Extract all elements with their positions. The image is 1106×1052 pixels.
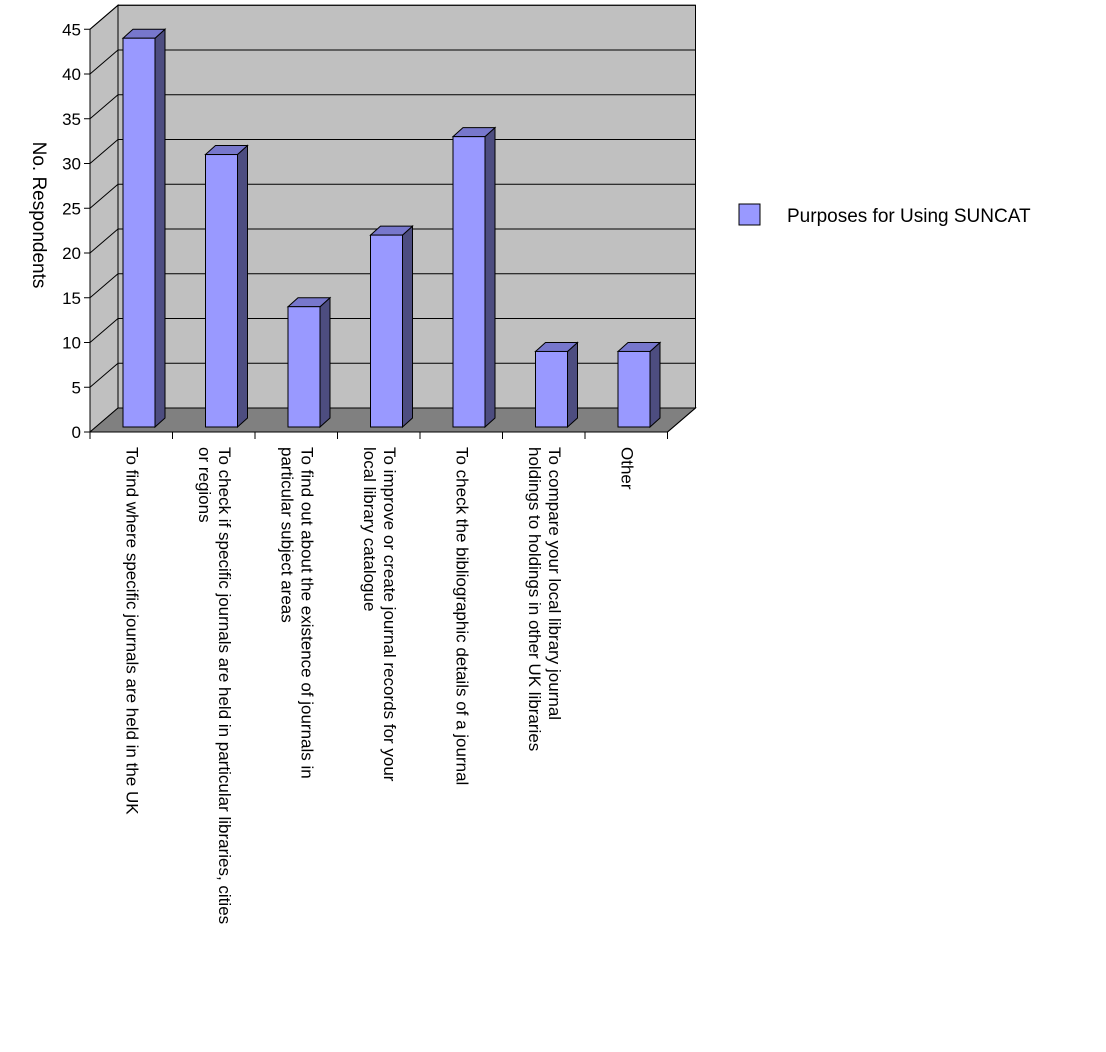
category-label: To improve or create journal records for… (380, 447, 399, 782)
y-tick-label: 30 (62, 155, 81, 174)
y-tick-label: 15 (62, 289, 81, 308)
bar-side (154, 28, 166, 429)
y-axis-label: No. Respondents (28, 142, 49, 289)
bar (616, 341, 662, 429)
y-tick-label: 5 (72, 378, 81, 397)
gridline (89, 318, 696, 343)
gridline (89, 4, 696, 30)
category-label: particular subject areas (277, 447, 296, 623)
bar-front (205, 154, 238, 428)
gridline (89, 49, 696, 75)
legend: Purposes for Using SUNCAT (738, 203, 1031, 227)
y-tick-label: 45 (62, 20, 81, 39)
category-label: Other (617, 447, 636, 490)
bars (121, 28, 662, 429)
bar-front (535, 350, 568, 428)
bar-side (319, 296, 331, 429)
y-tick-label: 25 (62, 199, 81, 218)
category-label: To check the bibliographic details of a … (452, 447, 471, 785)
bar (286, 296, 332, 429)
bar-side (484, 126, 496, 429)
category-label: local library catalogue (360, 447, 379, 611)
gridline (89, 362, 696, 388)
bar-front (287, 306, 321, 428)
gridline (89, 94, 696, 120)
category-label: To check if specific journals are held i… (215, 447, 234, 924)
bar-side (402, 224, 413, 429)
y-tick-label: 10 (62, 334, 81, 353)
category-label: or regions (195, 447, 214, 523)
bar-side (567, 341, 578, 429)
bar (204, 144, 249, 429)
y-axis: 0 5 10 15 20 25 30 35 40 45 (62, 20, 91, 442)
bar (534, 341, 579, 429)
bar (451, 126, 497, 429)
bar-front (122, 37, 156, 428)
y-tick-label: 20 (62, 244, 81, 263)
gridline (89, 139, 696, 164)
gridline (89, 183, 696, 209)
x-axis: To find where specific journals are held… (89, 407, 696, 924)
bar-side (237, 144, 248, 429)
bar (121, 28, 167, 429)
y-tick-label: 0 (72, 423, 81, 442)
y-tick-label: 40 (62, 65, 81, 84)
category-label: To compare your local library journal (545, 447, 564, 720)
legend-label: Purposes for Using SUNCAT (787, 206, 1031, 227)
gridlines (89, 4, 696, 388)
bar (369, 224, 414, 429)
bar-front (617, 350, 651, 428)
floor-edge (667, 407, 696, 433)
category-label: To find where specific journals are held… (122, 447, 141, 815)
category-label: holdings to holdings in other UK librari… (525, 447, 544, 751)
category-label: To find out about the existence of journ… (297, 447, 316, 779)
bar-front (370, 234, 403, 428)
bar-side (649, 341, 661, 429)
gridline (89, 228, 696, 254)
gridline (89, 273, 696, 299)
legend-swatch (738, 203, 761, 226)
y-tick-label: 35 (62, 110, 81, 129)
side-wall (89, 4, 119, 434)
bar-front (452, 136, 486, 428)
